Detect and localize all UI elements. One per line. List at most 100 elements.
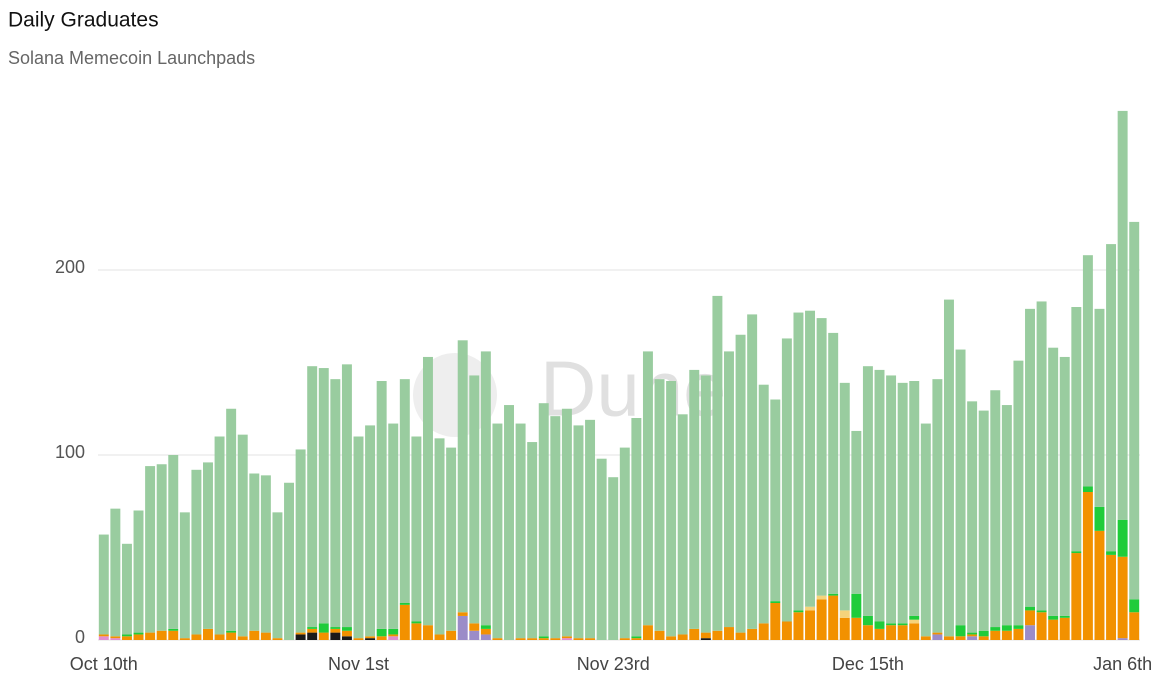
bar-segment	[561, 636, 572, 639]
bar-segment	[666, 636, 677, 640]
bar-segment	[341, 636, 352, 640]
bar-segment	[839, 382, 850, 611]
grid	[98, 269, 1140, 641]
bar-segment	[376, 381, 387, 629]
bar-segment	[527, 638, 538, 640]
bar-segment	[411, 436, 422, 622]
bar-segment	[168, 628, 179, 631]
bar-segment	[619, 447, 630, 639]
bar-segment	[457, 615, 468, 640]
bar-segment	[909, 615, 920, 620]
bar-segment	[874, 628, 885, 640]
bar-segment	[862, 625, 873, 640]
bar-segment	[770, 601, 781, 603]
bar-segment	[550, 638, 561, 640]
bar-segment	[1129, 221, 1140, 600]
bar-segment	[642, 625, 653, 640]
x-tick-label: Nov 23rd	[577, 654, 650, 674]
bar-segment	[318, 623, 329, 633]
bar-segment	[654, 379, 665, 631]
bar-segment	[133, 632, 144, 635]
bar-segment	[700, 375, 711, 633]
bar-segment	[1013, 628, 1024, 640]
bar-segment	[851, 593, 862, 618]
bar-segment	[724, 627, 734, 640]
bar-segment	[133, 634, 144, 640]
bar-segment	[457, 612, 468, 616]
bar-segment	[805, 310, 816, 607]
bar-segment	[561, 638, 572, 640]
bar-segment	[585, 638, 596, 640]
bar-segment	[1106, 551, 1117, 555]
bar-segment	[712, 630, 723, 640]
bar-segment	[839, 617, 850, 640]
bar-segment	[573, 638, 584, 640]
bar-segment	[828, 593, 839, 596]
bar-segment	[1094, 506, 1105, 531]
bar-segment	[1059, 615, 1070, 618]
bar-segment	[1071, 553, 1082, 640]
bar-segment	[307, 628, 318, 633]
bar-segment	[631, 638, 642, 640]
bar-segment	[585, 419, 596, 639]
x-tick-label: Oct 10th	[70, 654, 138, 674]
bar-segment	[399, 603, 410, 605]
y-tick-label: 200	[55, 257, 85, 277]
bar-segment	[341, 627, 352, 631]
bar-segment	[353, 638, 364, 640]
bar-segment	[145, 632, 156, 640]
bar-segment	[747, 628, 758, 640]
bar-segment	[260, 475, 271, 633]
bar-segment	[816, 318, 827, 596]
bar-segment	[538, 638, 549, 640]
bar-segment	[98, 534, 109, 635]
bar-segment	[295, 632, 306, 635]
bar-segment	[307, 366, 318, 628]
bar-segment	[422, 356, 433, 626]
bar-segment	[758, 623, 769, 640]
bar-segment	[214, 634, 225, 640]
bar-segment	[318, 632, 329, 640]
bar-segment	[457, 340, 468, 613]
bar-segment	[700, 638, 711, 640]
y-tick-label: 100	[55, 442, 85, 462]
bar-segment	[886, 625, 897, 640]
bar-segment	[1071, 551, 1082, 554]
bar-segment	[654, 630, 665, 640]
bar-segment	[330, 632, 341, 640]
bar-segment	[955, 349, 966, 626]
bar-segment	[295, 634, 306, 640]
bar-segment	[538, 636, 549, 639]
bar-segment	[179, 638, 190, 640]
bar-segment	[1013, 360, 1024, 626]
bar-segment	[1094, 308, 1105, 507]
bar-segment	[920, 636, 931, 640]
bar-segment	[191, 634, 202, 640]
bar-segment	[828, 595, 839, 640]
bar-segment	[203, 462, 213, 629]
bar-segment	[1059, 356, 1070, 616]
bar-segment	[98, 636, 109, 640]
chart-title: Daily Graduates	[8, 9, 159, 32]
bar-segment	[1036, 301, 1047, 611]
bar-segment	[666, 381, 677, 637]
bar-segment	[596, 458, 607, 640]
bar-segment	[828, 332, 839, 594]
bar-segment	[886, 375, 897, 624]
bar-segment	[318, 368, 329, 624]
bar-segment	[758, 384, 769, 624]
bar-segment	[839, 610, 850, 618]
bar-segment	[886, 623, 897, 626]
bar-segment	[1036, 612, 1047, 640]
bar-segment	[260, 632, 271, 640]
bar-segment	[515, 423, 526, 639]
bar-segment	[249, 630, 260, 640]
bar-segment	[237, 636, 248, 640]
bar-segment	[411, 623, 422, 640]
bar-segment	[978, 636, 989, 640]
bar-segment	[365, 638, 376, 640]
bar-segment	[307, 627, 318, 629]
bar-segment	[480, 634, 491, 640]
bar-segment	[515, 638, 526, 640]
bar-segment	[1013, 625, 1024, 629]
